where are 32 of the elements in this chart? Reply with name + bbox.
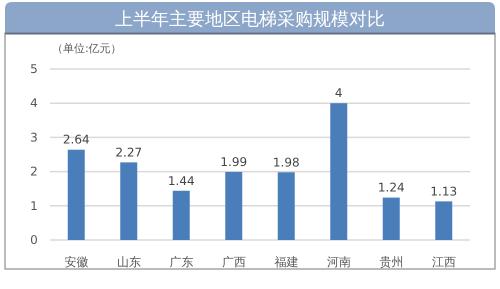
y-axis-title: （单位:亿元） <box>52 42 122 55</box>
x-tick-label: 江西 <box>432 255 456 269</box>
x-tick-label: 广东 <box>169 255 194 269</box>
data-label: 2.27 <box>115 145 142 160</box>
data-label: 1.44 <box>168 174 195 188</box>
bar <box>435 201 452 240</box>
data-label: 1.98 <box>272 155 300 170</box>
x-tick-label: 广西 <box>222 255 246 269</box>
x-tick-label: 山东 <box>116 255 141 269</box>
x-tick-label: 安徽 <box>64 255 88 269</box>
x-tick-label: 河南 <box>326 255 351 269</box>
data-label: 1.13 <box>430 184 458 198</box>
data-label: 1.24 <box>378 180 405 195</box>
bar <box>68 150 85 240</box>
y-tick-label: 4 <box>30 96 38 110</box>
y-tick-label: 5 <box>30 62 38 76</box>
y-tick-label: 2 <box>30 164 38 179</box>
bar <box>330 103 348 240</box>
bar <box>120 162 138 240</box>
chart-title: 上半年主要地区电梯采购规模对比 <box>115 9 385 30</box>
data-label: 2.64 <box>62 132 90 147</box>
bar <box>172 190 190 240</box>
bar <box>382 198 400 240</box>
x-tick-label: 贵州 <box>379 255 404 269</box>
y-tick-label: 1 <box>30 198 38 213</box>
x-tick-label: 福建 <box>274 255 298 269</box>
data-label: 1.99 <box>220 154 248 169</box>
data-label: 4 <box>334 86 343 100</box>
y-tick-label: 0 <box>30 233 38 247</box>
bar <box>225 172 242 240</box>
bar <box>278 172 295 240</box>
y-tick-label: 3 <box>30 130 38 144</box>
